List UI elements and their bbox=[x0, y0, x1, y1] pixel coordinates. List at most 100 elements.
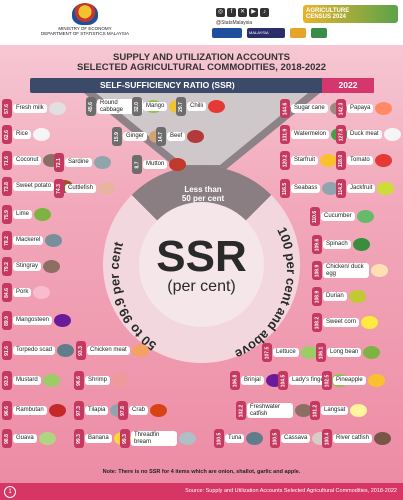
commodity-name: Papaya bbox=[347, 104, 374, 113]
low-segment-label: Less than 50 per cent bbox=[158, 185, 248, 203]
commodity-image-icon bbox=[57, 344, 75, 357]
ssr-value-badge: 74.3 bbox=[54, 179, 64, 198]
commodity-item: 118.0 Tomato bbox=[336, 150, 403, 171]
commodity-item: 89.9 Mangosteen bbox=[2, 310, 94, 331]
ssr-value-badge: 62.6 bbox=[2, 125, 12, 144]
ssr-value-badge: 127.8 bbox=[336, 125, 346, 144]
ssr-value: 108.9 bbox=[314, 290, 321, 303]
ssr-value-badge: 96.6 bbox=[74, 371, 84, 390]
ssr-value: 108.2 bbox=[314, 316, 321, 329]
ssr-value: 100.5 bbox=[216, 432, 223, 445]
commodity-name: Chilli bbox=[187, 102, 207, 111]
ssr-value-badge: 109.6 bbox=[312, 235, 322, 254]
ssr-value-badge: 96.6 bbox=[2, 401, 12, 420]
ssr-value-badge: 116.5 bbox=[280, 179, 290, 198]
ssr-value-badge: 104.5 bbox=[278, 371, 288, 390]
commodity-name: Mackerel bbox=[13, 236, 44, 245]
commodity-image-icon bbox=[43, 260, 61, 273]
ssr-value-badge: 97.8 bbox=[118, 401, 128, 420]
commodity-item: 101.2 Langsat bbox=[310, 400, 402, 421]
instagram-icon[interactable]: ◎ bbox=[216, 8, 225, 17]
commodity-image-icon bbox=[98, 182, 116, 195]
commodity-image-icon bbox=[374, 432, 392, 445]
commodity-image-icon bbox=[374, 154, 392, 167]
commodity-item: 120.2 Starfruit bbox=[280, 150, 372, 171]
ssr-value: 118.0 bbox=[338, 154, 344, 167]
commodity-name: Torpedo scad bbox=[13, 346, 56, 355]
ssr-center-title: SSR bbox=[156, 231, 247, 281]
low-segment-line2: 50 per cent bbox=[181, 194, 225, 203]
commodity-name: Mutton bbox=[143, 160, 168, 169]
ssr-value: 93.3 bbox=[77, 345, 84, 356]
commodity-item: 97.8 Crab bbox=[118, 400, 210, 421]
commodity-name: Tuna bbox=[225, 434, 245, 443]
tiktok-icon[interactable]: ♪ bbox=[260, 8, 269, 17]
commodity-item: 142.3 Papaya bbox=[336, 98, 403, 119]
ssr-value-badge: 71.6 bbox=[2, 151, 12, 170]
commodity-image-icon bbox=[350, 404, 368, 417]
ssr-value: 84.6 bbox=[3, 287, 10, 298]
ssr-value: 107.5 bbox=[264, 346, 271, 359]
ssr-value-badge: 8.7 bbox=[132, 155, 142, 174]
page-number: 1 bbox=[4, 486, 16, 498]
ssr-value: 100.4 bbox=[324, 432, 331, 445]
ssr-value: 99.3 bbox=[121, 433, 128, 444]
ssr-value: 104.5 bbox=[280, 374, 287, 387]
commodity-image-icon bbox=[54, 314, 72, 327]
note-text: Note: There is no SSR for 4 items which … bbox=[102, 469, 301, 475]
commodity-image-icon bbox=[371, 264, 388, 277]
x-icon[interactable]: ✕ bbox=[238, 8, 247, 17]
commodity-name: Fresh milk bbox=[13, 104, 47, 113]
ssr-value: 116.5 bbox=[282, 182, 288, 195]
commodity-item: 99.3 Threadfin bream bbox=[120, 428, 212, 449]
commodity-item: 108.9 Chicken/ duck egg bbox=[312, 260, 403, 281]
ssr-value-badge: 57.6 bbox=[2, 99, 12, 118]
commodity-name: Brinjal bbox=[241, 376, 264, 385]
commodity-item: 84.6 Pork bbox=[2, 282, 94, 303]
commodity-item: 100.5 Tuna bbox=[214, 428, 306, 449]
commodity-name: Round cabbage bbox=[97, 99, 143, 114]
ssr-center-subtitle: (per cent) bbox=[167, 277, 236, 295]
footer: 1 Source: Supply and Utilization Account… bbox=[0, 483, 403, 500]
commodity-image-icon bbox=[187, 130, 205, 143]
ssr-value-badge: 99.3 bbox=[74, 429, 84, 448]
commodity-image-icon bbox=[131, 344, 149, 357]
commodity-image-icon bbox=[33, 128, 51, 141]
census-badge-logo bbox=[290, 28, 306, 38]
ssr-value: 93.9 bbox=[3, 375, 10, 386]
ssr-value-badge: 79.2 bbox=[2, 257, 12, 276]
ministry-block: MINISTRY OF ECONOMY DEPARTMENT OF STATIS… bbox=[30, 3, 140, 36]
department-name: DEPARTMENT OF STATISTICS MALAYSIA bbox=[40, 31, 129, 36]
commodity-image-icon bbox=[48, 102, 66, 115]
low-segment-line1: Less than bbox=[184, 185, 222, 194]
ssr-value-badge: 114.2 bbox=[336, 179, 346, 198]
madani-logo: MALAYSIA MADANI bbox=[247, 28, 285, 45]
commodity-image-icon bbox=[34, 208, 52, 221]
commodity-image-icon bbox=[93, 156, 111, 169]
ssr-value: 108.9 bbox=[314, 264, 321, 277]
youtube-icon[interactable]: ▶ bbox=[249, 8, 258, 17]
commodity-item: 14.7 Beef bbox=[156, 126, 248, 147]
ssr-value: 62.6 bbox=[3, 129, 10, 140]
commodity-image-icon bbox=[45, 234, 63, 247]
ssr-value: 71.6 bbox=[3, 155, 10, 166]
commodity-name: Sweet potato bbox=[13, 182, 55, 191]
partner-logos: MALAYSIA MADANI bbox=[212, 28, 327, 45]
ssr-value: 78.2 bbox=[3, 235, 10, 246]
ssr-value-badge: 98.8 bbox=[2, 429, 12, 448]
ssr-value-badge: 73.8 bbox=[2, 177, 12, 196]
ssr-value: 101.2 bbox=[312, 404, 319, 417]
facebook-icon[interactable]: f bbox=[227, 8, 236, 17]
ssr-value-badge: 131.9 bbox=[280, 125, 290, 144]
commodity-item: 74.3 Cuttlefish bbox=[54, 178, 146, 199]
commodity-name: Sweet corn bbox=[323, 318, 360, 327]
ssr-value: 79.2 bbox=[3, 261, 10, 272]
commodity-image-icon bbox=[112, 374, 130, 387]
ssr-year-badge: 2022 bbox=[322, 78, 374, 93]
commodity-name: Sugar cane bbox=[291, 104, 328, 113]
ssr-value-badge: 110.6 bbox=[310, 207, 320, 226]
commodity-name: Pineapple bbox=[333, 376, 366, 385]
commodity-image-icon bbox=[150, 404, 168, 417]
title-line2: SELECTED AGRICULTURAL COMMODITIES, 2018-… bbox=[77, 62, 326, 73]
commodity-item: 93.3 Chicken meat bbox=[76, 340, 168, 361]
